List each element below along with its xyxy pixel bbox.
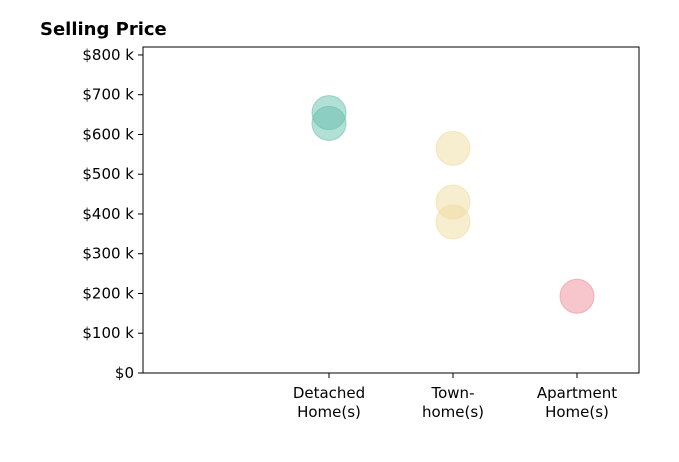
plot-frame: [142, 46, 640, 374]
data-points: [311, 95, 595, 314]
data-point: [435, 204, 471, 240]
x-tick-label: Town-home(s): [422, 384, 484, 421]
x-axis: Detached Home(s)Town-home(s)Apartment Home…: [293, 373, 617, 421]
y-tick-label: $600 k: [82, 125, 134, 143]
x-tick-label-line: home(s): [422, 403, 484, 421]
y-tick-label: $800 k: [82, 46, 134, 64]
y-tick-label: $200 k: [82, 284, 134, 302]
y-tick-label: $0: [115, 364, 134, 382]
y-tick-label: $100 k: [82, 324, 134, 342]
y-axis: $0 $100 k $200 k $300 k $400 k $500 k $600 k $7…: [82, 46, 143, 382]
chart-title: Selling Price: [40, 19, 167, 40]
x-tick-label-line: Town-: [431, 384, 475, 402]
data-point: [311, 105, 347, 141]
x-tick-label-line: Apartment: [537, 384, 617, 402]
y-tick-label: $400 k: [82, 205, 134, 223]
data-point: [435, 130, 471, 166]
x-tick-label-line: Home(s): [545, 403, 609, 421]
y-tick-label: $500 k: [82, 165, 134, 183]
y-tick-label: $300 k: [82, 245, 134, 263]
x-tick-label-line: Home(s): [297, 403, 361, 421]
data-point: [559, 278, 595, 314]
x-tick-label-line: Detached: [293, 384, 365, 402]
x-tick-label: Detached Home(s): [293, 384, 365, 421]
y-tick-label: $700 k: [82, 86, 134, 104]
x-tick-label: Apartment Home(s): [537, 384, 617, 421]
